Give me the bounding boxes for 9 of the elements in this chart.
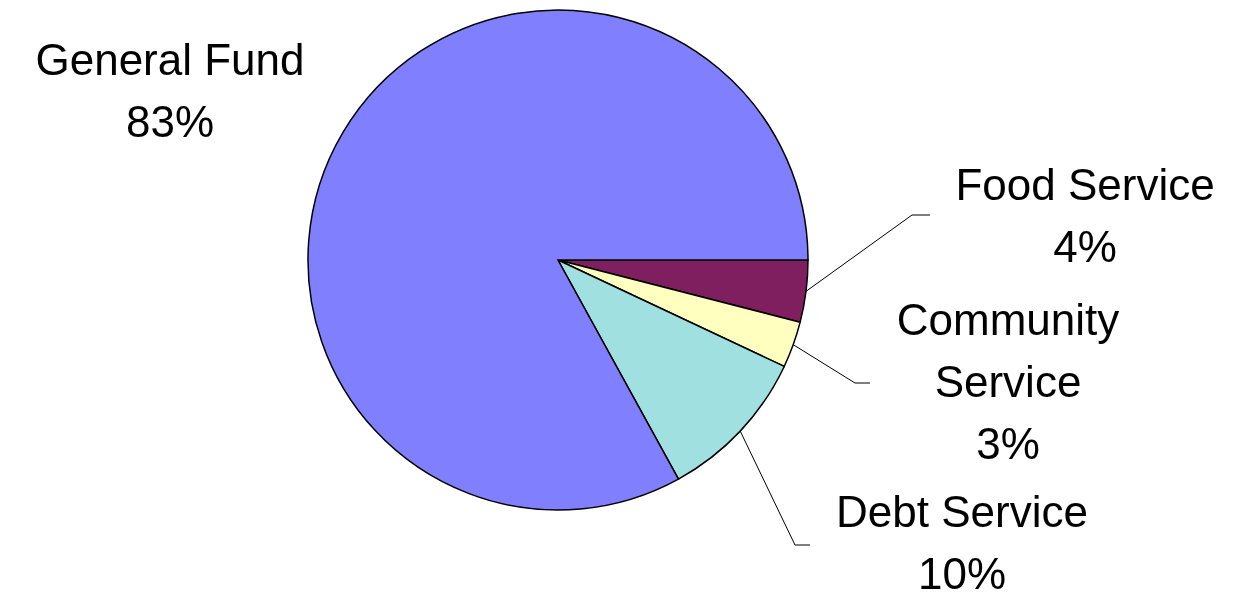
data-label: 3% [976,419,1040,468]
data-label: 4% [1053,222,1117,271]
slice-label: Food Service [955,160,1215,209]
slice-label: General Fund [35,35,305,84]
slice-label: Debt Service [836,487,1088,536]
pie-slice [307,9,809,511]
data-label: 10% [917,549,1007,598]
slice-label: Community Service [896,295,1120,406]
data-label: 83% [125,97,215,146]
